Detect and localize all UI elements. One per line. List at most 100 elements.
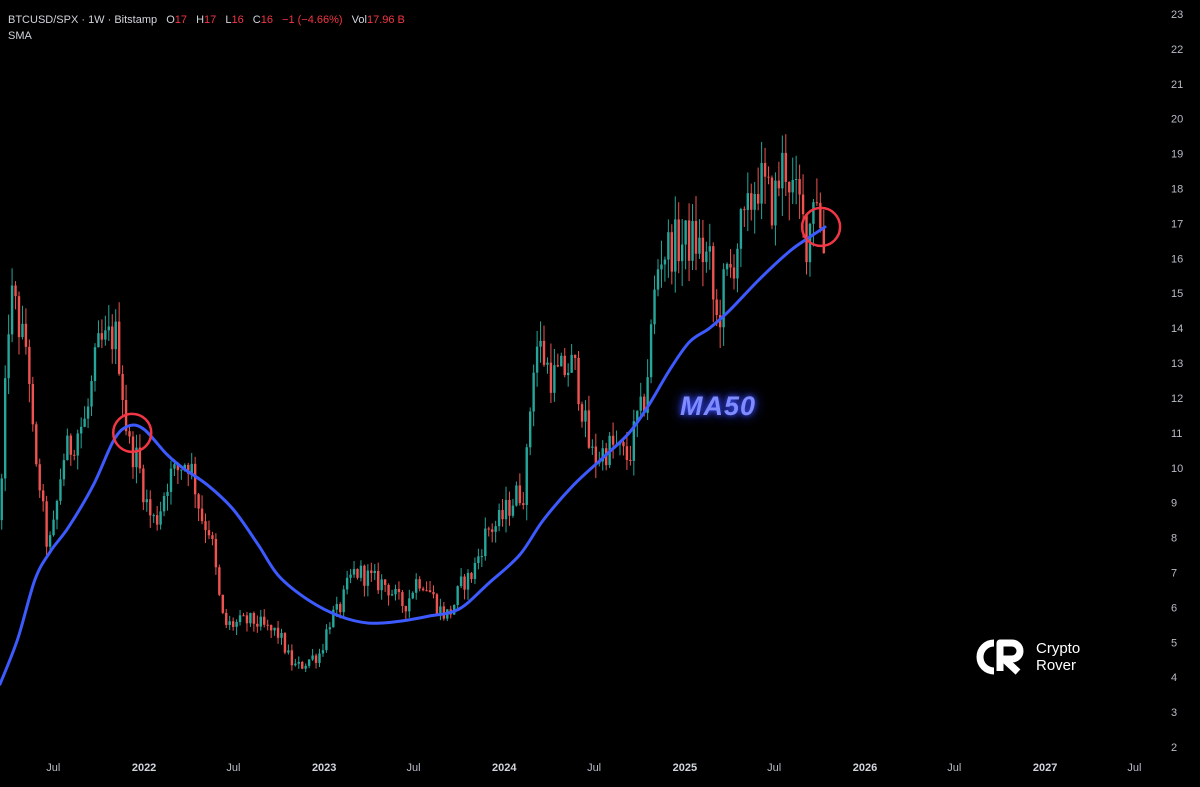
- candle-body: [352, 568, 356, 575]
- candle-body: [404, 605, 408, 612]
- open-value: 17: [174, 14, 188, 26]
- candle-body: [694, 221, 698, 254]
- candle-body: [238, 615, 242, 622]
- candle-body: [252, 612, 256, 624]
- highlight-circle: [800, 206, 842, 248]
- brand-line-2: Rover: [1036, 657, 1077, 674]
- candle-body: [90, 381, 93, 407]
- candle-body: [435, 594, 439, 615]
- candle-body: [370, 570, 373, 574]
- time-axis[interactable]: Jul 2022 Jul 2023 Jul 2024 Jul 2025 Jul 2026 Jul 20…: [46, 762, 1141, 774]
- high-value: 17: [204, 14, 217, 26]
- candle-body: [625, 446, 629, 460]
- candle-body: [266, 624, 269, 626]
- candle-body: [532, 372, 535, 412]
- candle-body: [660, 264, 663, 270]
- candlestick-series: [0, 134, 825, 672]
- candle-body: [794, 179, 798, 181]
- candle-body: [97, 333, 100, 348]
- candle-body: [59, 479, 62, 501]
- candle-body: [656, 269, 660, 290]
- candle-body: [79, 426, 83, 434]
- y-tick-label: 2: [1171, 742, 1177, 754]
- candle-body: [756, 193, 760, 204]
- candle-body: [701, 237, 705, 263]
- candle-body: [822, 228, 825, 254]
- y-tick-label: 4: [1171, 672, 1177, 684]
- candle-body: [784, 152, 787, 182]
- candle-body: [187, 464, 190, 474]
- candle-body: [394, 588, 397, 595]
- candle-body: [38, 464, 41, 491]
- candle-body: [93, 347, 97, 382]
- candle-body: [491, 529, 494, 532]
- close-label: C: [252, 14, 261, 26]
- candle-body: [535, 346, 539, 373]
- candle-body: [121, 373, 124, 400]
- candle-body: [674, 219, 677, 272]
- candle-body: [801, 194, 805, 215]
- candle-body: [135, 447, 138, 468]
- volume-value: 17.96 B: [366, 14, 405, 26]
- candle-body: [162, 495, 166, 512]
- candle-body: [342, 589, 345, 613]
- candle-body: [463, 576, 466, 590]
- candle-body: [501, 510, 504, 520]
- candle-body: [566, 372, 570, 376]
- y-tick-label: 8: [1171, 533, 1177, 545]
- candle-body: [473, 563, 477, 579]
- candle-body: [142, 468, 145, 503]
- x-tick-label: Jul: [406, 762, 420, 774]
- candle-body: [722, 269, 725, 328]
- candle-body: [152, 515, 155, 517]
- candle-body: [518, 485, 522, 504]
- candle-body: [556, 365, 560, 367]
- y-tick-label: 11: [1171, 428, 1182, 440]
- candle-body: [283, 633, 287, 653]
- candle-body: [297, 662, 300, 664]
- candle-body: [715, 299, 718, 316]
- candle-body: [601, 448, 604, 462]
- candle-body: [415, 579, 418, 593]
- candle-body: [553, 365, 556, 393]
- candle-body: [563, 355, 566, 376]
- candle-body: [591, 446, 594, 448]
- candle-body: [380, 579, 383, 591]
- volume-label: Vol: [351, 14, 367, 26]
- x-tick-label: Jul: [767, 762, 781, 774]
- y-tick-label: 12: [1171, 393, 1183, 405]
- candle-body: [200, 508, 204, 522]
- annotation-circles: [111, 206, 842, 454]
- candle-body: [511, 505, 515, 516]
- candle-body: [515, 485, 518, 506]
- symbol-label[interactable]: BTCUSD/SPX · 1W · Bitstamp: [8, 14, 158, 26]
- crypto-rover-logo-icon: [976, 639, 1024, 675]
- candle-body: [3, 378, 7, 479]
- y-tick-label: 20: [1171, 114, 1183, 126]
- candle-body: [736, 248, 739, 279]
- candle-body: [428, 590, 432, 593]
- candle-body: [235, 621, 238, 627]
- candle-body: [207, 530, 211, 536]
- candle-body: [366, 570, 370, 586]
- candle-body: [708, 246, 712, 252]
- candle-body: [0, 478, 3, 521]
- candle-body: [256, 623, 259, 627]
- candle-body: [753, 193, 756, 210]
- candle-body: [335, 604, 338, 610]
- brand-name: Crypto Rover: [1036, 640, 1080, 674]
- x-tick-label: 2025: [673, 762, 697, 774]
- candle-body: [218, 567, 221, 595]
- y-tick-label: 21: [1171, 79, 1183, 91]
- candle-body: [667, 232, 670, 260]
- candle-body: [73, 454, 76, 456]
- candle-body: [290, 650, 294, 666]
- candle-body: [788, 181, 791, 193]
- y-tick-label: 15: [1171, 288, 1183, 300]
- candle-body: [138, 447, 142, 469]
- indicator-sma-label[interactable]: SMA: [8, 30, 32, 42]
- x-tick-label: 2027: [1033, 762, 1057, 774]
- candle-body: [577, 357, 580, 405]
